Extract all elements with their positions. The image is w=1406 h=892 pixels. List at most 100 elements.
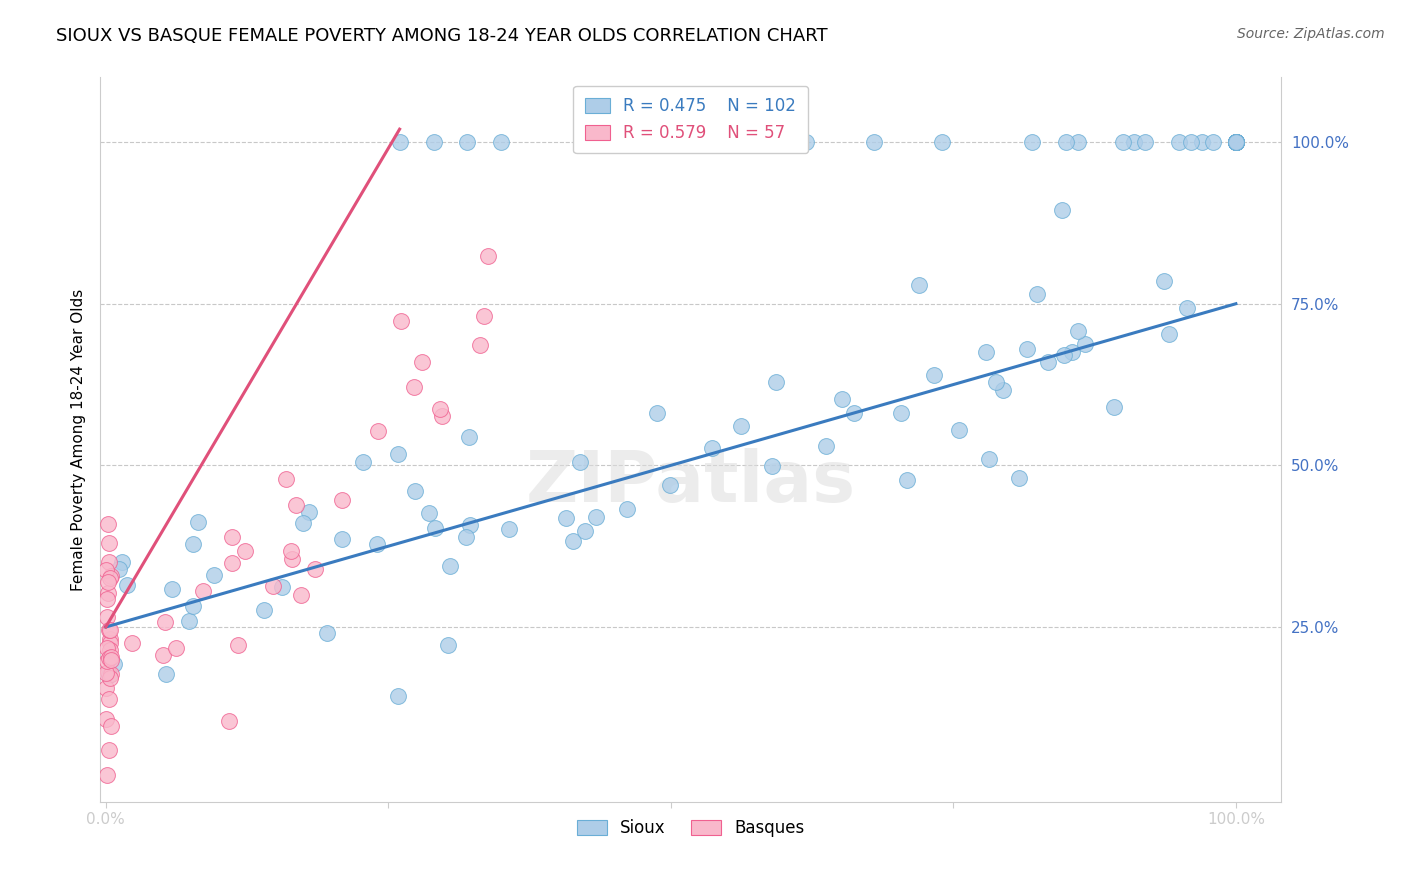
Point (796, 135, 818, 149)
Point (187, 515, 209, 529)
Point (1021, 135, 1043, 149)
Point (554, 511, 576, 525)
Point (97, 586, 120, 600)
Point (437, 638, 460, 652)
Point (1067, 324, 1090, 338)
Point (100, 667, 122, 681)
Point (96, 609, 118, 624)
Point (1153, 274, 1175, 288)
Point (418, 507, 440, 521)
Point (1036, 355, 1059, 369)
Point (1112, 135, 1135, 149)
Point (280, 544, 302, 558)
Y-axis label: Female Poverty Among 18-24 Year Olds: Female Poverty Among 18-24 Year Olds (72, 288, 86, 591)
Point (177, 614, 200, 628)
Point (98, 632, 121, 647)
Point (96, 712, 118, 726)
Point (1225, 135, 1247, 149)
Point (948, 423, 970, 437)
Point (98, 572, 121, 586)
Point (1225, 135, 1247, 149)
Point (702, 441, 724, 455)
Point (97, 665, 120, 680)
Point (931, 135, 953, 149)
Point (96, 654, 118, 668)
Point (1202, 135, 1225, 149)
Point (1225, 135, 1247, 149)
Point (389, 314, 412, 328)
Point (761, 458, 783, 473)
Point (262, 579, 284, 593)
Point (352, 455, 374, 469)
Point (98, 671, 121, 685)
Point (974, 344, 997, 359)
Point (458, 517, 481, 532)
Point (160, 582, 183, 596)
Point (1157, 326, 1180, 341)
Point (1054, 135, 1077, 149)
Point (98, 651, 121, 665)
Point (429, 401, 451, 416)
Point (97, 692, 120, 706)
Text: SIOUX VS BASQUE FEMALE POVERTY AMONG 18-24 YEAR OLDS CORRELATION CHART: SIOUX VS BASQUE FEMALE POVERTY AMONG 18-… (56, 27, 828, 45)
Point (387, 689, 409, 703)
Point (890, 406, 912, 420)
Point (1225, 135, 1247, 149)
Point (491, 135, 513, 149)
Point (97, 535, 120, 549)
Point (585, 509, 607, 524)
Point (98, 642, 121, 657)
Point (271, 580, 294, 594)
Point (281, 551, 304, 566)
Point (1180, 135, 1202, 149)
Point (411, 355, 433, 369)
Point (108, 562, 131, 576)
Point (96, 681, 118, 696)
Point (498, 522, 520, 536)
Point (1168, 135, 1191, 149)
Point (844, 406, 866, 420)
Point (366, 537, 388, 551)
Point (97, 624, 120, 638)
Point (298, 505, 321, 519)
Point (304, 562, 326, 576)
Point (422, 135, 444, 149)
Point (292, 516, 315, 531)
Point (1225, 135, 1247, 149)
Point (1225, 135, 1247, 149)
Point (94, 665, 117, 680)
Point (456, 135, 478, 149)
Point (1007, 470, 1029, 484)
Point (103, 657, 125, 671)
Point (98, 636, 121, 650)
Point (1225, 135, 1247, 149)
Point (477, 250, 499, 264)
Point (454, 530, 477, 544)
Point (1050, 203, 1073, 218)
Point (1225, 135, 1247, 149)
Point (432, 409, 454, 423)
Point (1225, 135, 1247, 149)
Point (235, 544, 257, 558)
Point (458, 430, 481, 444)
Point (1175, 301, 1198, 315)
Point (117, 578, 139, 592)
Point (1191, 135, 1213, 149)
Point (1225, 135, 1247, 149)
Point (574, 524, 596, 538)
Point (181, 599, 204, 614)
Point (100, 653, 122, 667)
Point (1225, 135, 1247, 149)
Point (97, 575, 120, 590)
Point (96, 641, 118, 656)
Point (284, 498, 307, 512)
Point (155, 667, 177, 681)
Point (98, 668, 121, 682)
Point (979, 452, 1001, 467)
Point (96, 592, 118, 607)
Point (98, 623, 121, 637)
Point (315, 626, 337, 640)
Point (100, 650, 122, 665)
Text: ZIPatlas: ZIPatlas (526, 449, 856, 517)
Point (402, 380, 425, 394)
